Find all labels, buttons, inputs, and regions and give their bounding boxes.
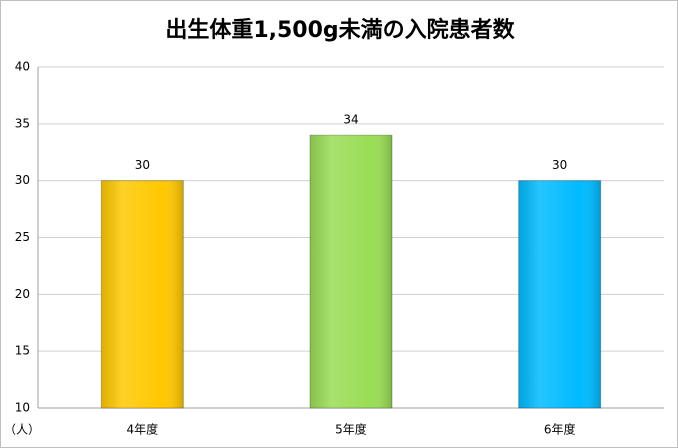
- chart-title: 出生体重1,500g未満の入院患者数: [165, 17, 515, 43]
- x-tick-label: 4年度: [127, 422, 159, 437]
- x-tick-label: 6年度: [544, 422, 576, 437]
- y-tick-label: 40: [15, 60, 30, 74]
- bar-shade: [101, 180, 184, 408]
- y-tick-label: 30: [15, 173, 30, 187]
- data-label: 30: [135, 158, 150, 172]
- bar-shade: [518, 180, 601, 408]
- y-tick-label: 20: [15, 287, 30, 301]
- y-tick-label: 25: [15, 230, 30, 244]
- y-tick-label: 15: [15, 344, 30, 358]
- y-tick-label: 35: [15, 116, 30, 130]
- bar-shade: [310, 135, 392, 408]
- data-label: 30: [552, 158, 567, 172]
- x-tick-label: 5年度: [335, 422, 367, 437]
- data-label: 34: [343, 113, 358, 127]
- y-tick-label: 10: [15, 401, 30, 415]
- y-axis-unit: （人）: [4, 423, 40, 437]
